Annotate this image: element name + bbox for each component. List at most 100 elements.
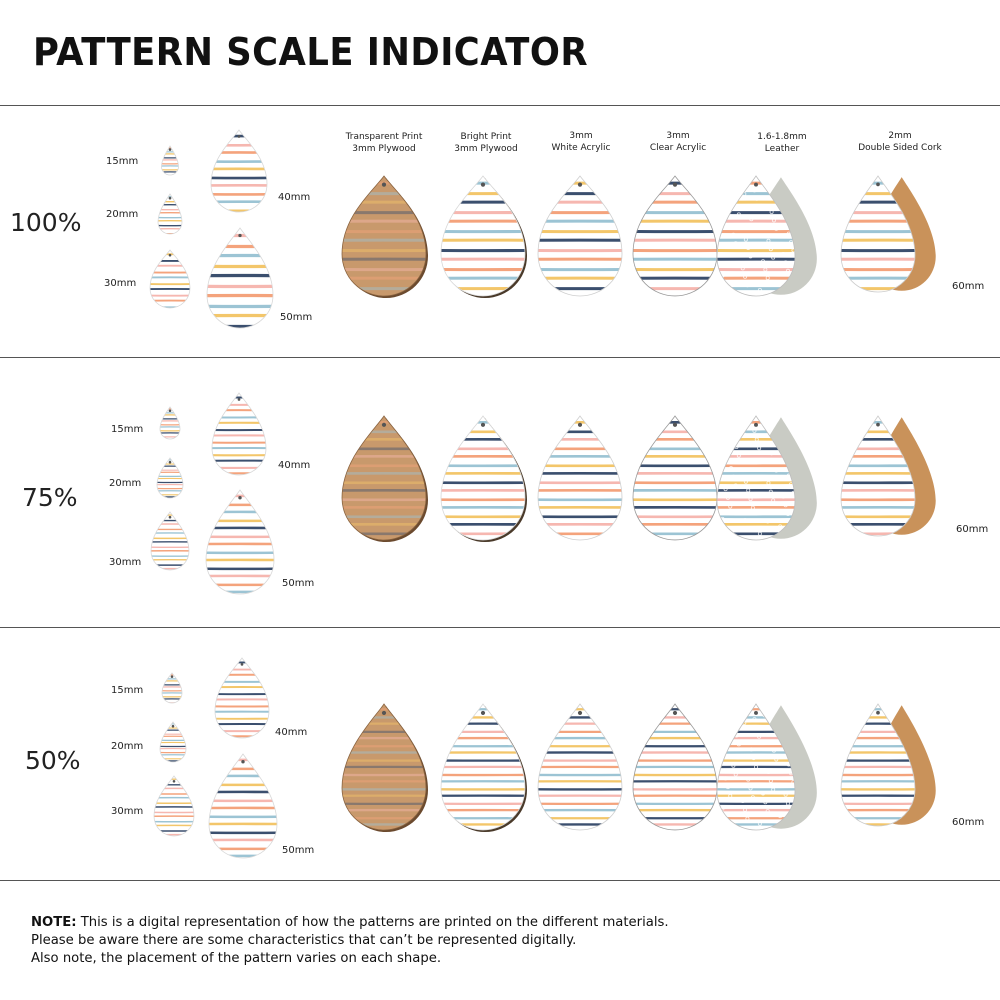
- stripe: [209, 854, 277, 858]
- stripe: [150, 264, 190, 268]
- swatch-outline: [153, 775, 195, 837]
- stripe: [161, 153, 179, 155]
- stripe: [717, 744, 795, 748]
- stripe: [151, 567, 189, 570]
- stripe: [342, 210, 426, 215]
- stripe: [206, 542, 274, 546]
- size-swatch: [161, 145, 179, 176]
- stripe: [151, 546, 189, 549]
- texture-dot: [722, 199, 727, 204]
- stripe: [441, 794, 525, 798]
- stripe: [342, 200, 426, 205]
- stripe: [841, 446, 915, 451]
- stripe: [841, 765, 915, 769]
- swatch-outline: [341, 703, 427, 831]
- stripe: [441, 715, 525, 719]
- stripe: [441, 808, 525, 812]
- stripe: [441, 480, 525, 485]
- stripe: [841, 787, 915, 791]
- stripe: [538, 219, 622, 224]
- stripe: [158, 208, 182, 211]
- swatch-outline: [632, 415, 718, 541]
- stripe: [151, 514, 189, 517]
- texture-dot: [789, 239, 794, 244]
- size-label-15mm: 15mm: [111, 685, 144, 696]
- texture-dot: [719, 719, 724, 724]
- stripe: [538, 446, 622, 451]
- size-label-20mm: 20mm: [109, 478, 142, 489]
- size-label-50mm: 50mm: [282, 845, 315, 856]
- swatch-transparent-plywood: [341, 175, 428, 298]
- size-label-20mm: 20mm: [106, 209, 139, 220]
- stripe: [717, 454, 795, 459]
- swatch-outline: [716, 175, 796, 297]
- stripe: [441, 744, 525, 748]
- texture-dot: [772, 421, 777, 426]
- stripe: [342, 505, 426, 510]
- stripe: [160, 417, 180, 420]
- texture-dot: [746, 777, 751, 782]
- size-swatch: [210, 129, 268, 213]
- swatch-cork: [840, 175, 936, 293]
- material-header-leather: 1.6-1.8mm Leather: [757, 132, 807, 154]
- stripe: [633, 522, 717, 527]
- texture-dot: [757, 287, 762, 292]
- stripe: [538, 736, 622, 740]
- stripe: [212, 466, 266, 469]
- stripe: [633, 823, 717, 827]
- stripe: [157, 481, 183, 484]
- stripe: [154, 829, 194, 832]
- stripe: [342, 715, 426, 719]
- note-line-2: Please be aware there are some character…: [31, 933, 577, 948]
- stripe: [538, 759, 622, 762]
- swatch-outline: [537, 175, 623, 297]
- swatch-outline: [537, 703, 623, 831]
- stripe: [342, 802, 426, 806]
- stripe: [717, 497, 795, 502]
- stripe: [158, 224, 182, 227]
- stripe: [209, 758, 277, 762]
- stripe: [633, 780, 717, 783]
- hang-hole: [672, 182, 678, 187]
- texture-dot: [754, 233, 759, 238]
- stripe: [211, 209, 267, 212]
- size-label-20mm: 20mm: [111, 741, 144, 752]
- size-label-50mm: 50mm: [282, 578, 315, 589]
- stripe: [211, 176, 267, 180]
- texture-dot: [783, 260, 788, 265]
- divider-top: [0, 105, 1000, 106]
- texture-dot: [733, 483, 738, 488]
- stripe: [841, 488, 915, 493]
- size-swatch: [206, 227, 274, 329]
- stripe: [841, 267, 915, 272]
- size-label-60mm: 60mm: [956, 524, 989, 535]
- hang-hole: [480, 710, 486, 716]
- stripe: [342, 808, 426, 812]
- hang-hole: [168, 196, 172, 200]
- stripe: [207, 264, 273, 269]
- texture-dot: [722, 525, 727, 530]
- stripe: [717, 238, 795, 243]
- swatch-leather: [716, 415, 817, 541]
- texture-dot: [791, 490, 795, 495]
- hang-hole: [172, 780, 176, 783]
- stripe: [633, 816, 717, 820]
- stripe: [538, 773, 622, 777]
- stripe: [207, 324, 273, 328]
- stripe: [342, 794, 426, 798]
- stripe: [160, 733, 186, 735]
- hang-hole: [672, 710, 678, 716]
- texture-dot: [760, 176, 765, 181]
- stripe: [441, 522, 525, 527]
- stripe: [342, 229, 426, 234]
- texture-dot: [725, 824, 730, 829]
- stripe: [160, 754, 186, 756]
- hang-hole: [577, 182, 583, 187]
- stripe: [633, 437, 717, 442]
- swatch-base: [211, 130, 267, 212]
- stripe: [209, 847, 277, 851]
- stripe: [841, 257, 915, 262]
- stripe: [342, 722, 426, 726]
- stripe: [206, 567, 274, 571]
- stripe: [538, 420, 622, 425]
